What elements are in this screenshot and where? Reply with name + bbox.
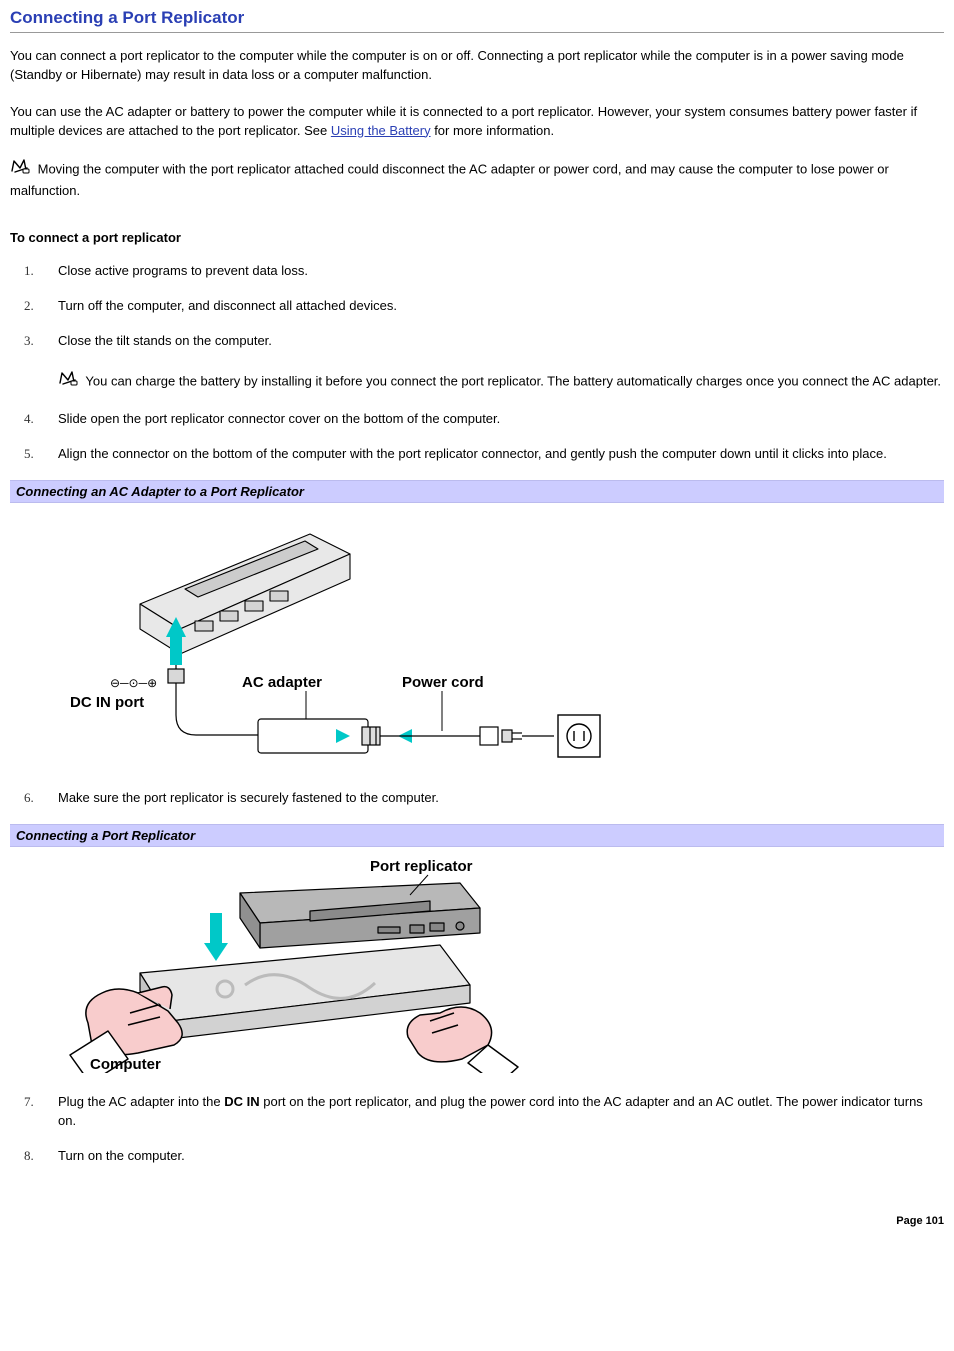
step-text: Close active programs to prevent data lo… — [58, 263, 308, 278]
step-number: 7. — [24, 1093, 34, 1112]
step-7: 7. Plug the AC adapter into the DC IN po… — [50, 1093, 944, 1131]
step-4: 4. Slide open the port replicator connec… — [50, 410, 944, 429]
figure-1-svg: ⊖─⊙─⊕ DC IN port AC adapter — [10, 509, 610, 769]
fig2-label-computer: Computer — [90, 1056, 161, 1073]
step-number: 8. — [24, 1147, 34, 1166]
page-heading: Connecting a Port Replicator — [10, 8, 944, 28]
fig1-label-power-cord: Power cord — [402, 674, 484, 691]
step-2: 2. Turn off the computer, and disconnect… — [50, 297, 944, 316]
step-number: 3. — [24, 332, 34, 351]
figure-caption-2: Connecting a Port Replicator — [10, 824, 944, 847]
steps-list-continued: 6. Make sure the port replicator is secu… — [10, 789, 944, 808]
steps-list-continued-2: 7. Plug the AC adapter into the DC IN po… — [10, 1093, 944, 1166]
step-number: 2. — [24, 297, 34, 316]
note-warning-1-text: Moving the computer with the port replic… — [10, 162, 889, 198]
step-7-bold: DC IN — [224, 1094, 259, 1109]
fig2-label-port-replicator: Port replicator — [370, 858, 473, 875]
note-icon — [58, 370, 78, 392]
step-7-pre: Plug the AC adapter into the — [58, 1094, 224, 1109]
step-text: Close the tilt stands on the computer. — [58, 333, 272, 348]
step-text: Turn on the computer. — [58, 1148, 185, 1163]
step-text: Slide open the port replicator connector… — [58, 411, 500, 426]
step-text: Plug the AC adapter into the DC IN port … — [58, 1094, 923, 1128]
step-5: 5. Align the connector on the bottom of … — [50, 445, 944, 464]
using-the-battery-link[interactable]: Using the Battery — [331, 123, 431, 138]
step-number: 5. — [24, 445, 34, 464]
step-3-note: You can charge the battery by installing… — [58, 370, 944, 394]
intro-paragraph-2: You can use the AC adapter or battery to… — [10, 103, 944, 141]
fig1-label-ac-adapter: AC adapter — [242, 674, 322, 691]
procedure-heading: To connect a port replicator — [10, 229, 944, 248]
figure-1: ⊖─⊙─⊕ DC IN port AC adapter — [10, 509, 944, 769]
dc-symbol: ⊖─⊙─⊕ — [110, 676, 157, 690]
page-number: Page 101 — [10, 1215, 944, 1227]
step-1: 1. Close active programs to prevent data… — [50, 262, 944, 281]
step-text: Make sure the port replicator is securel… — [58, 790, 439, 805]
fig1-label-dcin: DC IN port — [70, 694, 144, 711]
step-3: 3. Close the tilt stands on the computer… — [50, 332, 944, 395]
step-text: Align the connector on the bottom of the… — [58, 446, 887, 461]
heading-rule — [10, 32, 944, 33]
step-3-note-text: You can charge the battery by installing… — [85, 374, 941, 389]
step-number: 6. — [24, 789, 34, 808]
step-number: 1. — [24, 262, 34, 281]
step-number: 4. — [24, 410, 34, 429]
figure-2: Port replicator — [10, 853, 944, 1073]
step-8: 8. Turn on the computer. — [50, 1147, 944, 1166]
step-6: 6. Make sure the port replicator is secu… — [50, 789, 944, 808]
note-icon — [10, 158, 30, 180]
steps-list: 1. Close active programs to prevent data… — [10, 262, 944, 464]
figure-2-svg: Port replicator — [10, 853, 550, 1073]
note-warning-1: Moving the computer with the port replic… — [10, 158, 944, 201]
para2-post: for more information. — [431, 123, 555, 138]
figure-caption-1: Connecting an AC Adapter to a Port Repli… — [10, 480, 944, 503]
step-text: Turn off the computer, and disconnect al… — [58, 298, 397, 313]
intro-paragraph-1: You can connect a port replicator to the… — [10, 47, 944, 85]
